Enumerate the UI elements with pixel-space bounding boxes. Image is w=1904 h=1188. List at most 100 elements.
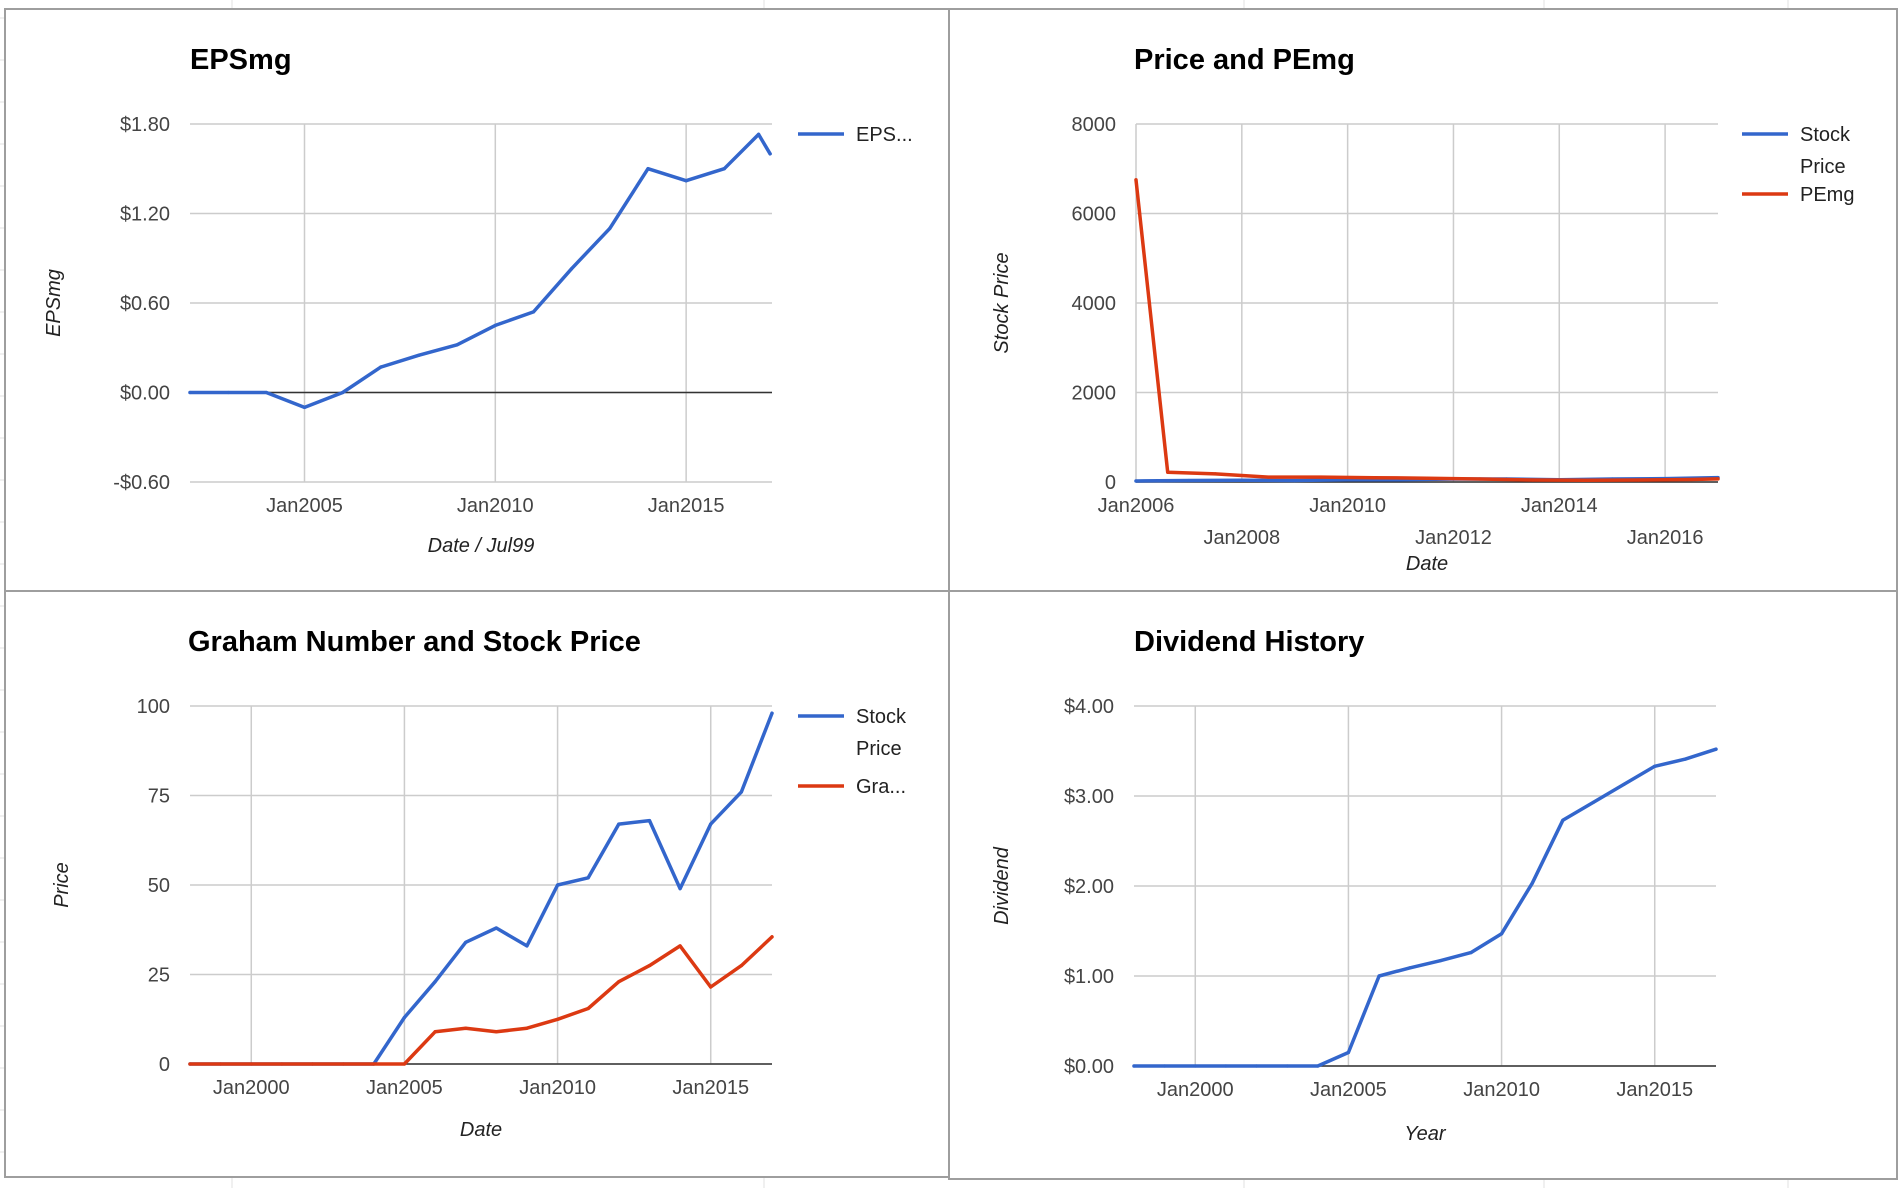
y-axis-title: Dividend: [991, 846, 1013, 925]
y-tick-label: $0.00: [120, 383, 170, 405]
graham-series-2-point: [709, 985, 713, 989]
graham-series-2-point: [249, 1062, 253, 1066]
epsmg-series-1-point: [608, 226, 612, 230]
legend-label: EPS...: [856, 124, 913, 146]
epsmg-series-1-point: [768, 152, 772, 156]
legend-label: Stock Price: [1800, 124, 1851, 178]
chart-panel-dividend[interactable]: Dividend History $4.00 $3.00 $2.00 $1.00 $0.0…: [948, 590, 1898, 1180]
legend-label: Stock Price: [856, 706, 907, 760]
epsmg-series-1-point: [264, 390, 268, 395]
x-tick-label: Jan2000: [1157, 1079, 1234, 1101]
y-tick-label: 8000: [1072, 114, 1117, 136]
price-pemg-series-1-point: [1187, 478, 1191, 483]
x-tick-label: Jan2006: [1098, 495, 1175, 517]
price-pemg-series-2-point: [1166, 470, 1170, 474]
legend-label: Gra...: [856, 776, 906, 798]
graham-series-2-point: [188, 1062, 192, 1066]
dividend-series-1-point: [1561, 818, 1565, 822]
graham-series-2-point: [586, 1006, 590, 1011]
chart-title: Price and PEmg: [1134, 44, 1355, 76]
price-pemg-series-2-point: [1531, 478, 1535, 482]
y-tick-label: 75: [148, 786, 170, 808]
chart-panel-epsmg[interactable]: EPSmg $1.80 $1.20 $0.60 $0.00 -$0.60 Jan2005 Ja…: [4, 8, 950, 592]
dividend-series-1-point: [1408, 966, 1412, 970]
dividend-series-1-point: [1500, 932, 1504, 936]
graham-series-2-point: [770, 935, 774, 939]
epsmg-chart: EPSmg $1.80 $1.20 $0.60 $0.00 -$0.60 Jan2005 Ja…: [43, 44, 913, 557]
graham-series-2-point: [402, 1062, 406, 1066]
epsmg-series-1-point: [226, 390, 230, 395]
y-tick-label: $4.00: [1064, 696, 1114, 718]
graham-series-1-point: [433, 980, 437, 984]
graham-series-2-point: [372, 1062, 376, 1066]
epsmg-series-1-point: [722, 167, 726, 171]
graham-series-2-point: [678, 944, 682, 948]
x-tick-label: Jan2015: [672, 1077, 749, 1099]
epsmg-series-1-point: [379, 365, 383, 369]
y-tick-label: $0.60: [120, 293, 170, 315]
dividend-series-1-line: [1132, 747, 1718, 1068]
x-tick-label: Jan2015: [648, 495, 725, 517]
x-axis-title: Date: [1406, 553, 1448, 575]
graham-series-2-point: [617, 980, 621, 984]
x-axis-title: Date: [460, 1119, 502, 1141]
price-pemg-series-1-point: [1293, 478, 1297, 483]
x-tick-label: Jan2000: [213, 1077, 290, 1099]
graham-series-1-point: [647, 819, 652, 823]
chart-title: EPSmg: [190, 44, 292, 76]
dividend-series-1-point: [1193, 1064, 1197, 1068]
y-tick-label: 25: [148, 965, 170, 987]
graham-series-1-point: [770, 711, 774, 715]
y-tick-label: $1.20: [120, 204, 170, 226]
graham-series-1-point: [464, 940, 468, 944]
dividend-series-1-point: [1254, 1064, 1259, 1068]
price-pemg-series-2-line: [1134, 178, 1720, 482]
x-tick-label: Jan2010: [1463, 1079, 1540, 1101]
graham-series-1-point: [494, 926, 498, 930]
graham-series-2-point: [341, 1062, 345, 1066]
x-tick-label: Jan2014: [1521, 495, 1598, 517]
y-axis-title: Price: [51, 862, 73, 908]
x-axis-title: Date / Jul99: [428, 535, 535, 557]
epsmg-series-1-point: [493, 323, 497, 327]
graham-series-2-point: [310, 1062, 315, 1066]
y-tick-label: $3.00: [1064, 786, 1114, 808]
legend-label-line: Price: [856, 738, 902, 760]
dividend-series-1-point: [1622, 782, 1626, 786]
graham-series-2-line: [188, 935, 774, 1066]
epsmg-series-1-point: [455, 343, 459, 347]
graham-series-2-point: [219, 1062, 223, 1066]
legend-label-line: Stock: [1800, 124, 1851, 146]
x-tick-label: Jan2016: [1627, 527, 1704, 549]
graham-series-1-point: [525, 944, 529, 948]
price-pemg-series-2-point: [1372, 476, 1376, 480]
legend-label-line: Stock: [856, 706, 907, 728]
graham-series-2-point: [739, 964, 744, 968]
y-tick-label: 0: [159, 1054, 170, 1076]
chart-panel-price-pemg[interactable]: Price and PEmg 8000 6000 4000 2000 0 Jan2006 Ja…: [948, 8, 1898, 592]
dividend-series-1-point: [1469, 951, 1473, 955]
epsmg-series-1-point: [417, 353, 421, 357]
dividend-series-1-point: [1316, 1064, 1320, 1068]
x-tick-label: Jan2012: [1415, 527, 1492, 549]
y-tick-label: 2000: [1072, 383, 1117, 405]
epsmg-series-1-point: [531, 310, 536, 314]
graham-series-1-line: [188, 711, 774, 1066]
dividend-series-1-point: [1132, 1064, 1136, 1068]
epsmg-series-1-point: [188, 390, 192, 395]
dividend-chart: Dividend History $4.00 $3.00 $2.00 $1.00 $0.0…: [991, 626, 1718, 1145]
graham-series-1-point: [709, 822, 713, 826]
graham-series-1-point: [586, 876, 590, 880]
y-tick-label: 50: [148, 875, 170, 897]
y-tick-label: $2.00: [1064, 876, 1114, 898]
graham-series-1-point: [739, 790, 744, 794]
chart-title: Dividend History: [1134, 626, 1364, 658]
graham-series-2-point: [525, 1026, 529, 1030]
chart-panel-graham[interactable]: Graham Number and Stock Price 100 75 50 25 0 J…: [4, 590, 950, 1178]
epsmg-series-1-point: [646, 167, 650, 171]
dividend-series-1-point: [1224, 1064, 1228, 1068]
graham-chart: Graham Number and Stock Price 100 75 50 25 0 J…: [51, 626, 907, 1141]
x-tick-label: Jan2010: [519, 1077, 596, 1099]
epsmg-series-1-point: [302, 405, 307, 409]
